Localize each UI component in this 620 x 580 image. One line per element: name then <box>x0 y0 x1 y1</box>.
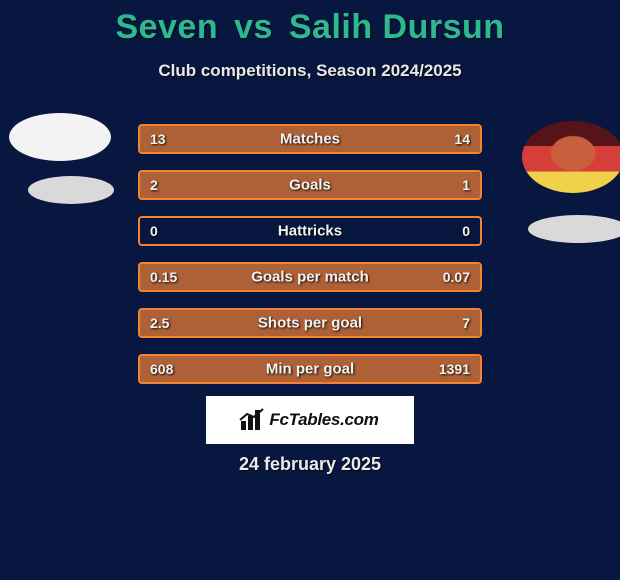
stat-left-value: 2.5 <box>150 315 169 331</box>
player2-avatar <box>522 121 620 193</box>
stat-row: 2.5 7 Shots per goal <box>138 308 482 338</box>
stat-left-value: 2 <box>150 177 158 193</box>
player2-avatar-shadow <box>528 215 620 243</box>
stat-right-value: 7 <box>462 315 470 331</box>
stat-right-value: 0 <box>462 223 470 239</box>
vs-text: vs <box>234 8 273 46</box>
logo-text: FcTables.com <box>269 410 378 430</box>
bar-chart-icon <box>241 410 263 430</box>
stat-label: Hattricks <box>278 223 342 240</box>
stat-row: 608 1391 Min per goal <box>138 354 482 384</box>
player1-name: Seven <box>115 8 218 46</box>
player-photo-icon <box>522 121 620 193</box>
player1-avatar-shadow <box>28 176 114 204</box>
subtitle: Club competitions, Season 2024/2025 <box>0 61 620 81</box>
stat-right-value: 1391 <box>439 361 470 377</box>
stat-right-value: 14 <box>454 131 470 147</box>
stat-left-value: 13 <box>150 131 166 147</box>
stat-label: Min per goal <box>266 361 354 378</box>
stat-row: 0 0 Hattricks <box>138 216 482 246</box>
stat-right-value: 0.07 <box>443 269 470 285</box>
player1-avatar <box>9 113 111 161</box>
stat-left-value: 0.15 <box>150 269 177 285</box>
logo-box: FcTables.com <box>206 396 414 444</box>
comparison-bars: 13 14 Matches 2 1 Goals 0 0 Hattricks 0.15 0.07 Goa… <box>138 124 482 400</box>
stat-label: Shots per goal <box>258 315 362 332</box>
infographic-root: Seven vs Salih Dursun Club competitions,… <box>0 0 620 580</box>
page-title: Seven vs Salih Dursun <box>0 8 620 47</box>
stat-label: Goals <box>289 177 331 194</box>
stat-row: 0.15 0.07 Goals per match <box>138 262 482 292</box>
stat-right-value: 1 <box>462 177 470 193</box>
stat-left-value: 0 <box>150 223 158 239</box>
date-label: 24 february 2025 <box>0 454 620 475</box>
stat-label: Matches <box>280 131 340 148</box>
stat-row: 2 1 Goals <box>138 170 482 200</box>
bar-fill-left <box>140 172 368 198</box>
stat-label: Goals per match <box>251 269 369 286</box>
stat-left-value: 608 <box>150 361 173 377</box>
player2-name: Salih Dursun <box>289 8 505 46</box>
stat-row: 13 14 Matches <box>138 124 482 154</box>
